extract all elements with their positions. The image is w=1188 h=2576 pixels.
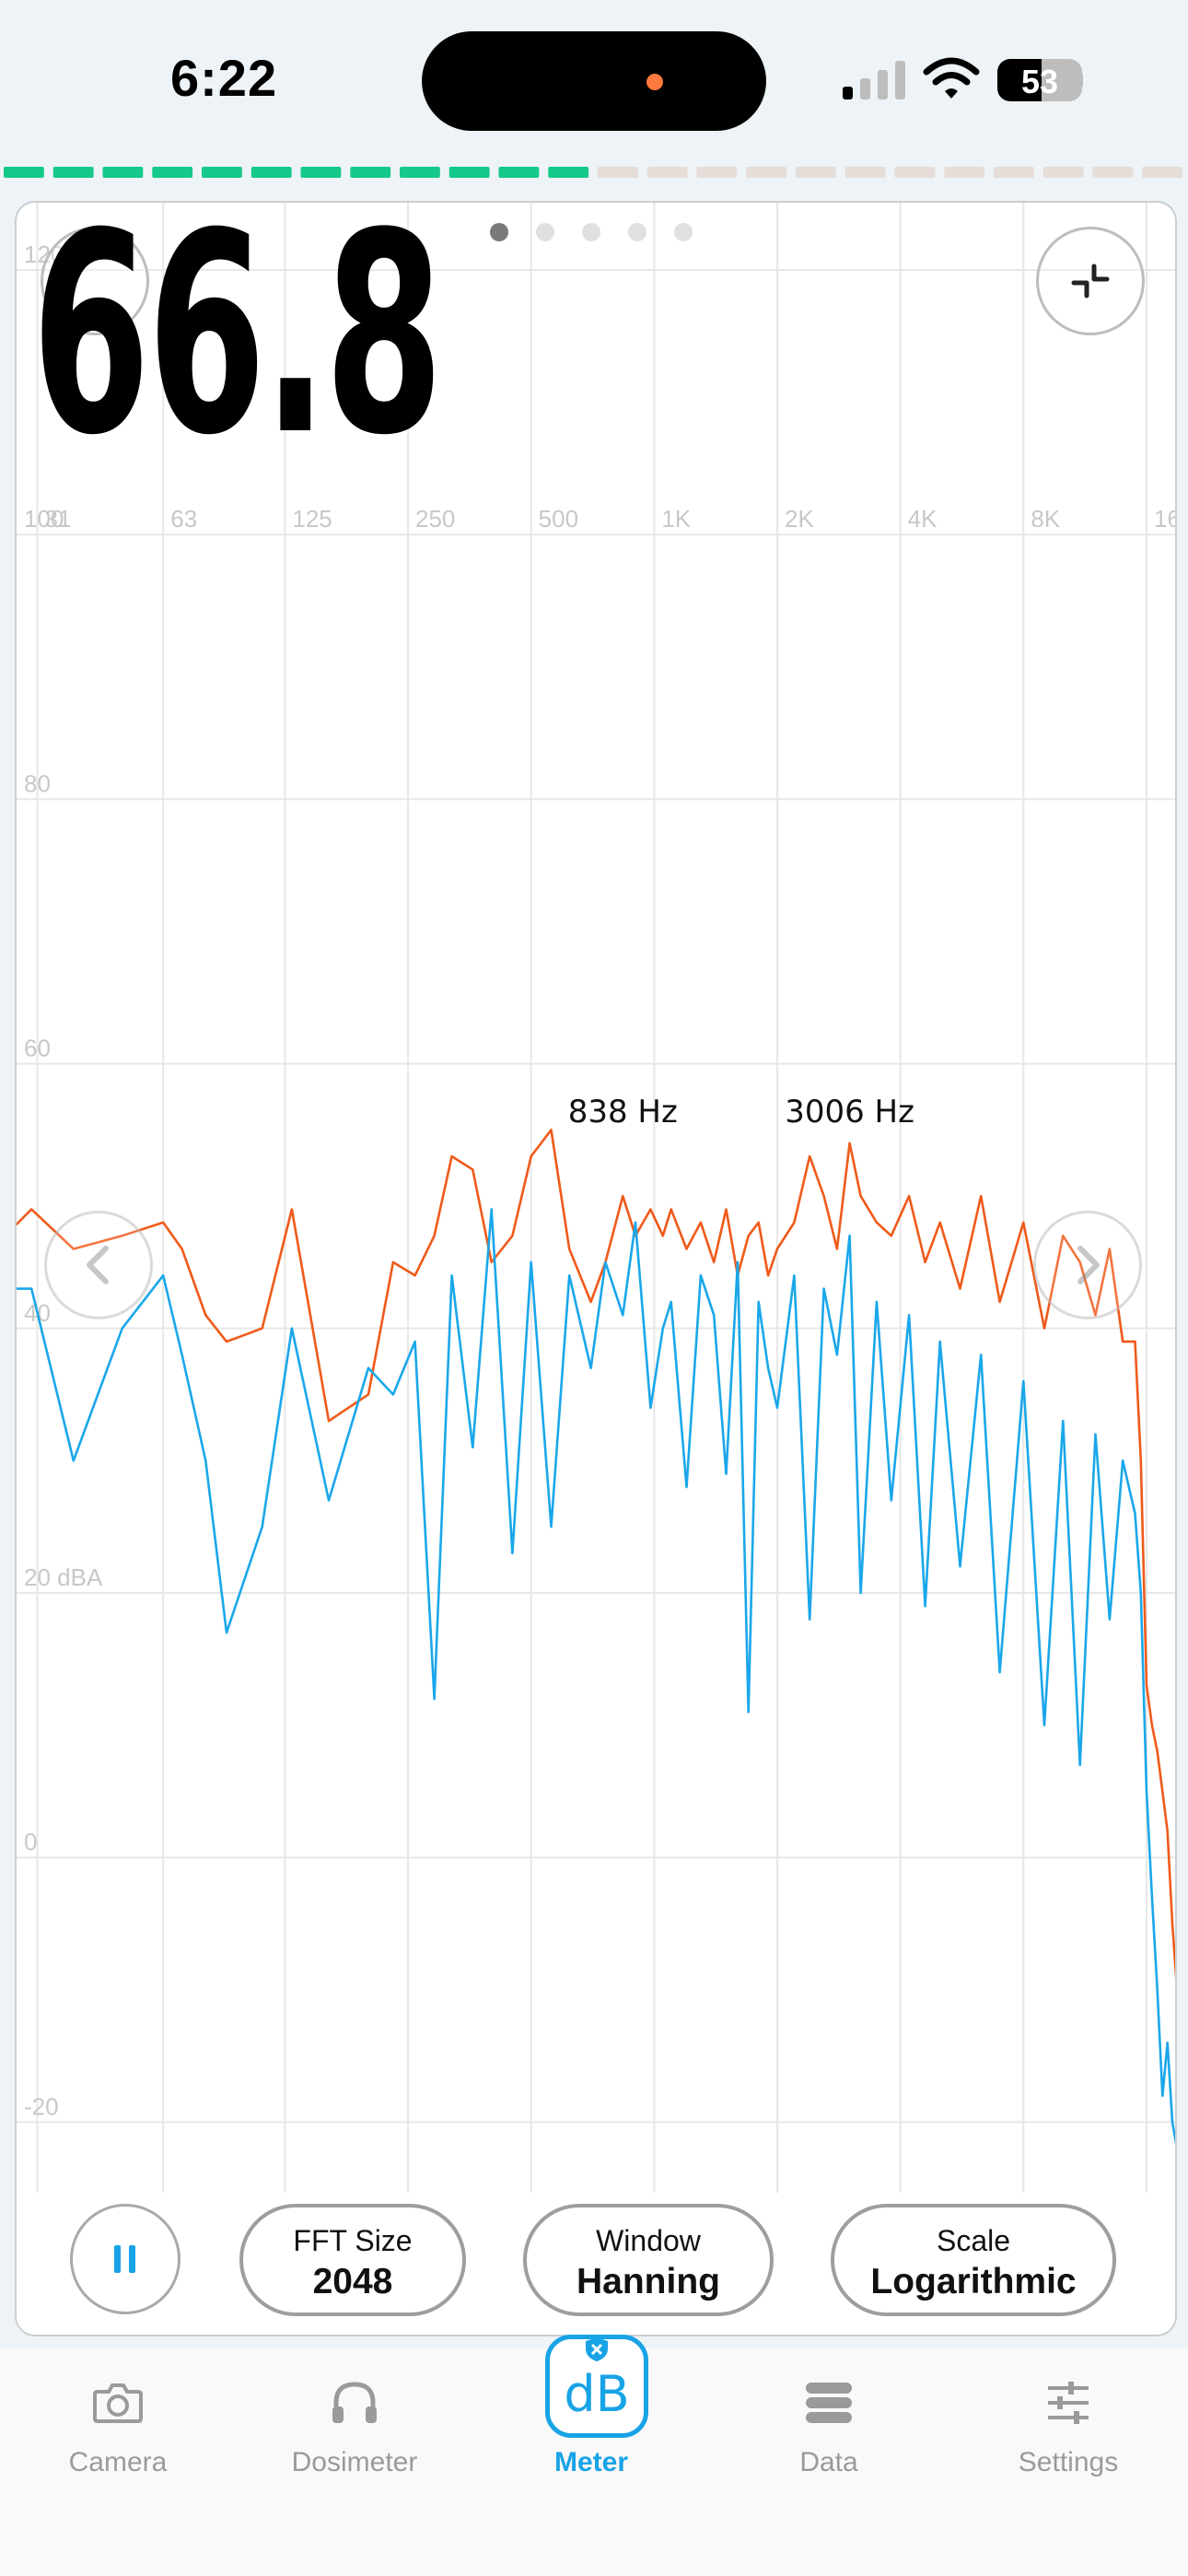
battery-icon: 53 xyxy=(997,59,1082,101)
x-tick-label: 1K xyxy=(661,505,691,533)
y-tick-label: 100 xyxy=(24,505,64,533)
level-segment xyxy=(350,167,391,178)
peak-annotation: 3006 Hz xyxy=(785,1094,914,1130)
level-segment xyxy=(400,167,440,178)
wifi-icon xyxy=(923,57,980,99)
spectrum-panel: 31631252505001K2K4K8K16K12010080604020 d… xyxy=(15,201,1177,2336)
page-indicator xyxy=(490,223,720,245)
y-tick-label: 20 dBA xyxy=(24,1563,103,1591)
previous-page-button[interactable] xyxy=(44,1211,153,1319)
level-segment xyxy=(844,167,886,178)
level-segment xyxy=(646,167,688,178)
level-segment xyxy=(102,167,144,178)
scale-label: Scale xyxy=(936,2224,1011,2257)
level-meter-bar xyxy=(4,167,1183,178)
tab-settings-label: Settings xyxy=(1018,2447,1119,2477)
page-dot[interactable] xyxy=(536,223,554,241)
level-segment xyxy=(498,167,540,178)
peak-annotation: 838 Hz xyxy=(568,1094,678,1130)
fft-size-label: FFT Size xyxy=(293,2224,413,2257)
recording-indicator-icon xyxy=(646,74,663,90)
collapse-button[interactable] xyxy=(1036,227,1145,335)
tab-settings[interactable]: Settings xyxy=(958,2348,1179,2576)
db-reading: 66.8 xyxy=(31,174,444,496)
level-segment xyxy=(994,167,1034,178)
spectrum-controls: FFT Size 2048 Window Hanning Scale Logar… xyxy=(0,2191,1188,2320)
x-tick-label: 31 xyxy=(45,505,72,533)
level-segment xyxy=(250,167,292,178)
scale-value: Logarithmic xyxy=(870,2262,1077,2301)
level-segment xyxy=(894,167,936,178)
y-tick-label: 80 xyxy=(24,769,51,797)
page-dot[interactable] xyxy=(628,223,646,241)
data-icon xyxy=(806,2383,852,2423)
level-segment xyxy=(1142,167,1183,178)
camera-icon xyxy=(93,2383,143,2423)
spectrum-chart: 31631252505001K2K4K8K16K12010080604020 d… xyxy=(17,203,1175,2193)
chevron-left-icon xyxy=(87,1246,109,1284)
x-tick-label: 63 xyxy=(170,505,197,533)
fft-size-button[interactable]: FFT Size 2048 xyxy=(239,2204,466,2316)
headphones-icon xyxy=(332,2382,377,2423)
status-time: 6:22 xyxy=(170,49,278,107)
x-tick-label: 250 xyxy=(415,505,455,533)
level-segment xyxy=(4,167,44,178)
level-segment xyxy=(548,167,589,178)
tab-camera-label: Camera xyxy=(68,2447,168,2477)
window-button[interactable]: Window Hanning xyxy=(523,2204,774,2316)
level-segment xyxy=(152,167,193,178)
scale-button[interactable]: Scale Logarithmic xyxy=(831,2204,1116,2316)
level-segment xyxy=(598,167,638,178)
fft-size-value: 2048 xyxy=(312,2262,393,2301)
x-tick-label: 8K xyxy=(1031,505,1060,533)
x-tick-label: 4K xyxy=(908,505,938,533)
page-dot[interactable] xyxy=(674,223,693,241)
tab-bar: Camera Dosimeter dB Meter Data xyxy=(0,2335,1188,2576)
pause-button[interactable] xyxy=(70,2204,181,2314)
sliders-icon xyxy=(1048,2382,1089,2424)
x-tick-label: 500 xyxy=(539,505,578,533)
level-segment xyxy=(52,167,94,178)
battery-level: 53 xyxy=(1020,63,1059,100)
y-tick-label: 0 xyxy=(24,1828,37,1856)
chevron-right-icon xyxy=(1077,1246,1100,1284)
level-segment xyxy=(944,167,985,178)
tab-meter-label: Meter xyxy=(553,2447,629,2477)
x-tick-label: 16K xyxy=(1154,505,1175,533)
dynamic-island xyxy=(422,31,766,131)
tab-dosimeter-label: Dosimeter xyxy=(291,2447,418,2477)
shield-icon xyxy=(586,2337,608,2361)
level-segment xyxy=(448,167,490,178)
level-segment xyxy=(696,167,738,178)
level-segment xyxy=(1042,167,1084,178)
tab-data[interactable]: Data xyxy=(718,2348,939,2576)
x-tick-label: 2K xyxy=(785,505,814,533)
level-segment xyxy=(746,167,787,178)
tab-data-label: Data xyxy=(799,2447,858,2477)
battery-nub xyxy=(1076,72,1083,88)
level-segment xyxy=(300,167,342,178)
y-tick-label: -20 xyxy=(24,2092,59,2120)
page-dot[interactable] xyxy=(490,223,508,241)
page-dot[interactable] xyxy=(582,223,600,241)
db-meter-icon: dB xyxy=(545,2335,648,2438)
level-segment xyxy=(1092,167,1134,178)
next-page-button[interactable] xyxy=(1033,1211,1142,1319)
tab-camera[interactable]: Camera xyxy=(7,2348,228,2576)
pause-icon xyxy=(114,2245,135,2273)
level-segment xyxy=(796,167,836,178)
window-value: Hanning xyxy=(577,2262,720,2301)
x-tick-label: 125 xyxy=(292,505,332,533)
window-label: Window xyxy=(596,2224,701,2257)
tab-meter[interactable]: dB Meter xyxy=(481,2335,702,2576)
status-bar: 6:22 53 xyxy=(0,0,1188,157)
tab-dosimeter[interactable]: Dosimeter xyxy=(244,2348,465,2576)
y-tick-label: 60 xyxy=(24,1035,51,1062)
cellular-signal-icon xyxy=(843,61,905,100)
live-spectrum-line xyxy=(17,1208,1175,2145)
collapse-icon xyxy=(1071,263,1110,299)
left-mode-button[interactable] xyxy=(41,227,149,335)
level-segment xyxy=(202,167,242,178)
